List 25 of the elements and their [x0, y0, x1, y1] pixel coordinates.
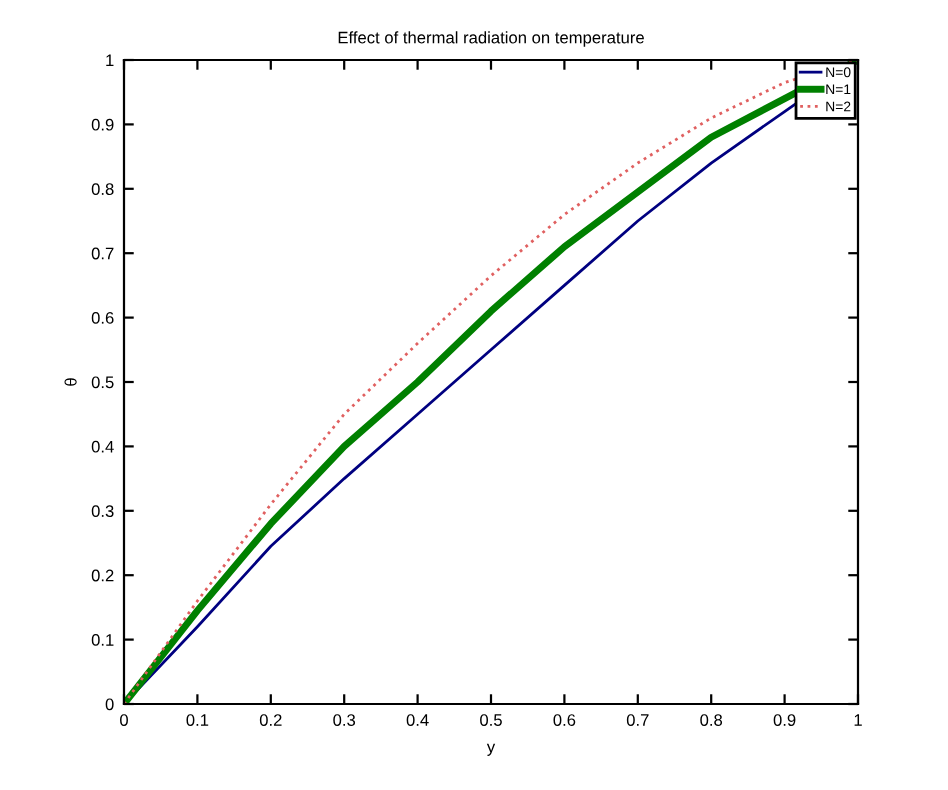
x-tick-label: 1	[854, 714, 862, 726]
x-tick-label: 0	[120, 714, 128, 726]
y-tick-label: 0.7	[91, 247, 114, 260]
y-tick-label: 0.3	[91, 505, 114, 517]
y-tick-label: 0.5	[91, 376, 114, 389]
x-tick-label: 0.2	[259, 714, 282, 726]
y-tick-label: 0	[105, 698, 114, 711]
x-tick-label: 0.3	[333, 714, 356, 726]
x-tick-label: 0.9	[773, 714, 796, 726]
y-tick-label: 1	[106, 54, 114, 67]
chart-title: Effect of thermal radiation on temperature	[338, 31, 644, 47]
y-axis-title: θ	[64, 378, 77, 386]
y-tick-label: 0.4	[91, 440, 114, 453]
y-tick-label: 0.6	[91, 312, 114, 324]
x-tick-label: 0.6	[553, 714, 576, 726]
x-tick-label: 0.4	[406, 714, 429, 726]
x-tick-label: 0.1	[186, 714, 209, 726]
y-tick-label: 0.2	[91, 569, 114, 582]
x-tick-label: 0.8	[700, 714, 723, 726]
y-tick-label: 0.9	[91, 118, 114, 131]
y-tick-label: 0.8	[91, 183, 114, 195]
x-axis-title: y	[486, 743, 496, 756]
x-tick-label: 0.5	[480, 714, 502, 726]
y-tick-label: 0.1	[91, 634, 114, 646]
x-tick-label: 0.7	[626, 714, 649, 726]
